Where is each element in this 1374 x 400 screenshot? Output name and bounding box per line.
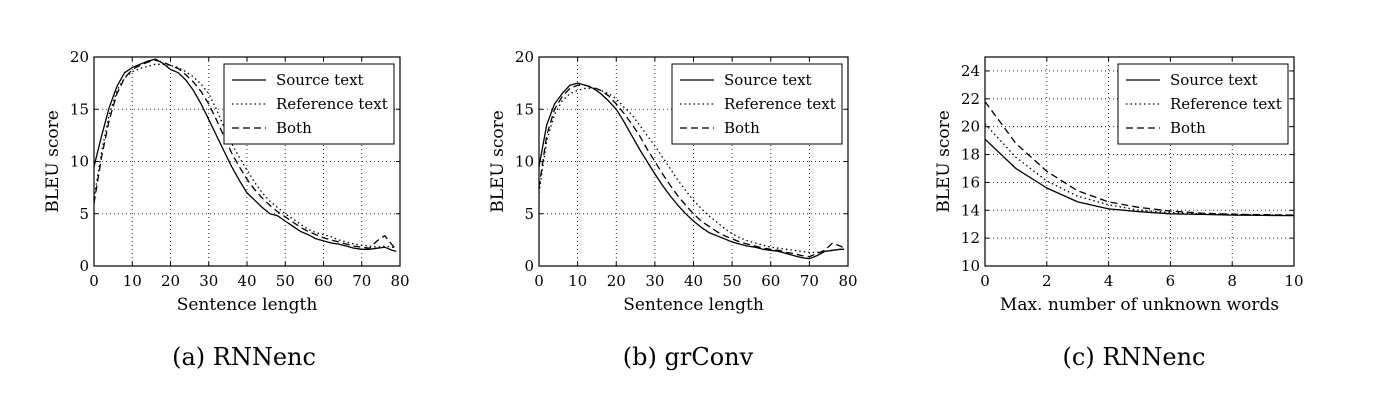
x-tick-label: 10 bbox=[1284, 272, 1303, 290]
chart-panel-1: 0 10 20 30 40 50 60 70 80 0 5 10 15 20 Source text Refe… bbox=[43, 48, 410, 371]
panel-caption: (c) RNNenc bbox=[1063, 343, 1206, 371]
y-tick-label: 10 bbox=[961, 257, 980, 275]
series-line-both bbox=[538, 84, 845, 258]
x-tick-label: 50 bbox=[723, 272, 742, 290]
y-tick-label: 16 bbox=[961, 173, 980, 191]
y-axis-label: BLEU score bbox=[934, 110, 954, 213]
x-tick-label: 0 bbox=[980, 272, 990, 290]
y-tick-label: 10 bbox=[515, 153, 534, 171]
y-axis-label: BLEU score bbox=[43, 110, 63, 213]
series-line-reference-text bbox=[538, 87, 845, 254]
legend-label: Reference text bbox=[1170, 95, 1282, 113]
y-tick-label: 22 bbox=[961, 90, 980, 108]
x-tick-label: 0 bbox=[534, 272, 544, 290]
y-tick-label: 20 bbox=[70, 48, 89, 66]
legend-label: Source text bbox=[276, 71, 364, 89]
series-line-reference-text bbox=[93, 63, 397, 249]
x-tick-label: 8 bbox=[1227, 272, 1237, 290]
y-tick-label: 20 bbox=[961, 118, 980, 136]
legend-label: Source text bbox=[1170, 71, 1258, 89]
y-tick-label: 15 bbox=[515, 100, 534, 118]
x-tick-label: 0 bbox=[89, 272, 99, 290]
legend: Source text Reference text Both bbox=[671, 63, 843, 145]
x-tick-label: 4 bbox=[1104, 272, 1114, 290]
x-axis-label: Sentence length bbox=[623, 295, 764, 315]
legend-box bbox=[1117, 63, 1289, 145]
y-tick-label: 5 bbox=[79, 205, 89, 223]
chart-panel-2: 0 10 20 30 40 50 60 70 80 0 5 10 15 20 Source text Refe… bbox=[488, 48, 858, 371]
y-tick-label: 12 bbox=[961, 229, 980, 247]
y-tick-label: 15 bbox=[70, 100, 89, 118]
plot-frame bbox=[984, 56, 1295, 267]
y-axis-label: BLEU score bbox=[488, 110, 508, 213]
x-tick-label: 10 bbox=[123, 272, 142, 290]
legend-label: Source text bbox=[724, 71, 812, 89]
x-tick-label: 2 bbox=[1042, 272, 1052, 290]
plot-frame bbox=[538, 56, 849, 267]
series-line-both bbox=[93, 59, 397, 250]
y-tick-label: 0 bbox=[524, 257, 534, 275]
series-line-both bbox=[984, 101, 1295, 216]
y-tick-label: 18 bbox=[961, 146, 980, 164]
legend-label: Both bbox=[1170, 119, 1206, 137]
legend: Source text Reference text Both bbox=[223, 63, 395, 145]
y-tick-label: 24 bbox=[961, 62, 980, 80]
x-tick-label: 6 bbox=[1166, 272, 1176, 290]
x-tick-label: 40 bbox=[237, 272, 256, 290]
x-tick-label: 60 bbox=[761, 272, 780, 290]
x-axis-label: Max. number of unknown words bbox=[1000, 295, 1279, 315]
x-tick-label: 40 bbox=[684, 272, 703, 290]
series-line-source-text bbox=[984, 138, 1295, 217]
series-line-source-text bbox=[93, 58, 397, 253]
legend-label: Both bbox=[724, 119, 760, 137]
legend-box bbox=[223, 63, 395, 145]
panel-caption: (a) RNNenc bbox=[172, 343, 316, 371]
x-tick-label: 80 bbox=[390, 272, 409, 290]
y-tick-label: 10 bbox=[70, 153, 89, 171]
y-tick-label: 5 bbox=[524, 205, 534, 223]
x-tick-label: 30 bbox=[199, 272, 218, 290]
x-tick-label: 70 bbox=[352, 272, 371, 290]
x-tick-label: 80 bbox=[838, 272, 857, 290]
legend-label: Reference text bbox=[276, 95, 388, 113]
y-tick-label: 0 bbox=[79, 257, 89, 275]
plot-frame bbox=[93, 56, 401, 267]
legend: Source text Reference text Both bbox=[1117, 63, 1289, 145]
x-tick-label: 30 bbox=[645, 272, 664, 290]
legend-label: Reference text bbox=[724, 95, 836, 113]
x-tick-label: 60 bbox=[314, 272, 333, 290]
x-tick-label: 20 bbox=[161, 272, 180, 290]
x-tick-label: 20 bbox=[607, 272, 626, 290]
legend-box bbox=[671, 63, 843, 145]
x-tick-label: 50 bbox=[276, 272, 295, 290]
x-tick-label: 70 bbox=[800, 272, 819, 290]
y-tick-label: 20 bbox=[515, 48, 534, 66]
legend-label: Both bbox=[276, 119, 312, 137]
y-tick-label: 14 bbox=[961, 201, 980, 219]
x-axis-label: Sentence length bbox=[177, 295, 318, 315]
x-tick-label: 10 bbox=[568, 272, 587, 290]
panel-caption: (b) grConv bbox=[623, 343, 754, 371]
